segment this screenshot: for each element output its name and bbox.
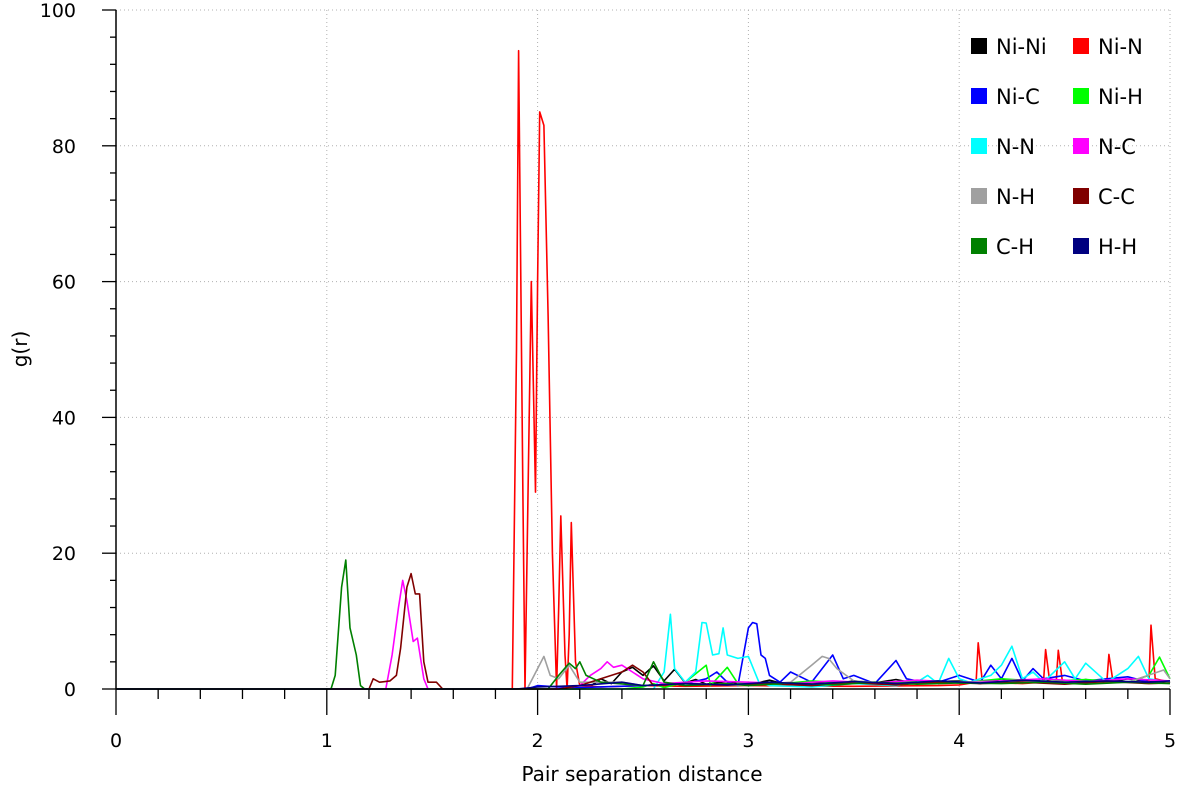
legend-swatch [1073,238,1089,254]
x-axis-title: Pair separation distance [521,762,762,786]
y-tick-label: 80 [52,136,76,158]
y-tick-label: 20 [52,543,76,565]
x-tick-label: 1 [321,730,333,752]
series-line-c-h [116,559,1171,690]
y-tick-label: 100 [40,0,76,22]
legend-label: Ni-C [996,85,1040,109]
y-axis-title: g(r) [8,331,32,368]
legend-swatch [1073,38,1089,54]
legend-item-c-h: C-H [971,235,1034,259]
legend-swatch [971,88,987,104]
legend-item-h-h: H-H [1073,235,1137,259]
x-tick-label: 0 [110,730,122,752]
series-line-c-c [116,572,1171,690]
legend-swatch [971,238,987,254]
series-line-n-h [116,655,1171,690]
legend-label: N-N [996,135,1035,159]
legend-swatch [1073,138,1089,154]
legend-label: H-H [1098,235,1137,259]
axes: 0 1 2 3 4 5 0 20 40 60 80 100 [40,0,1176,752]
legend-item-ni-n: Ni-N [1073,35,1143,59]
legend-item-ni-c: Ni-C [971,85,1040,109]
x-tick-label: 3 [742,730,754,752]
legend-swatch [971,138,987,154]
legend-item-ni-ni: Ni-Ni [971,35,1047,59]
x-tick-label: 2 [532,730,544,752]
series-line-h-h [116,679,1171,690]
legend-item-c-c: C-C [1073,185,1135,209]
legend-item-n-c: N-C [1073,135,1136,159]
legend-item-n-h: N-H [971,185,1035,209]
plot-area [116,49,1171,690]
legend-label: C-H [996,235,1034,259]
legend-item-ni-h: Ni-H [1073,85,1143,109]
legend-item-n-n: N-N [971,135,1035,159]
legend: Ni-Ni Ni-N Ni-C Ni-H N-N N-C N-H C-C C-H H-H [971,35,1143,259]
series-line-n-n [116,613,1171,690]
y-tick-label: 0 [64,679,76,701]
y-tick-label: 60 [52,272,76,294]
y-tick-label: 40 [52,407,76,429]
legend-swatch [1073,188,1089,204]
x-tick-label: 4 [953,730,965,752]
legend-swatch [971,38,987,54]
legend-label: N-C [1098,135,1136,159]
legend-label: Ni-N [1098,35,1143,59]
legend-label: C-C [1098,185,1135,209]
series-line-ni-c [116,621,1171,690]
legend-label: Ni-H [1098,85,1143,109]
legend-label: Ni-Ni [996,35,1047,59]
legend-swatch [1073,88,1089,104]
legend-label: N-H [996,185,1035,209]
legend-swatch [971,188,987,204]
x-tick-label: 5 [1164,730,1176,752]
grid [116,9,1171,689]
